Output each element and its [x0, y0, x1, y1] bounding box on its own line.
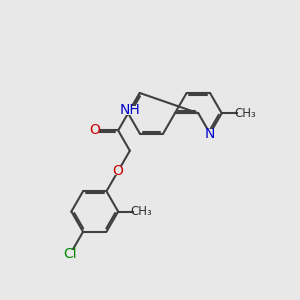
- FancyBboxPatch shape: [64, 250, 76, 259]
- Text: CH₃: CH₃: [234, 107, 256, 120]
- Text: NH: NH: [119, 103, 140, 117]
- Text: N: N: [205, 127, 215, 140]
- FancyBboxPatch shape: [134, 207, 149, 216]
- Text: Cl: Cl: [63, 247, 77, 261]
- FancyBboxPatch shape: [114, 167, 123, 176]
- Text: O: O: [113, 164, 124, 178]
- Text: O: O: [89, 124, 100, 137]
- FancyBboxPatch shape: [206, 129, 214, 138]
- FancyBboxPatch shape: [90, 126, 99, 135]
- FancyBboxPatch shape: [122, 106, 137, 115]
- FancyBboxPatch shape: [238, 109, 253, 118]
- Text: CH₃: CH₃: [131, 205, 152, 218]
